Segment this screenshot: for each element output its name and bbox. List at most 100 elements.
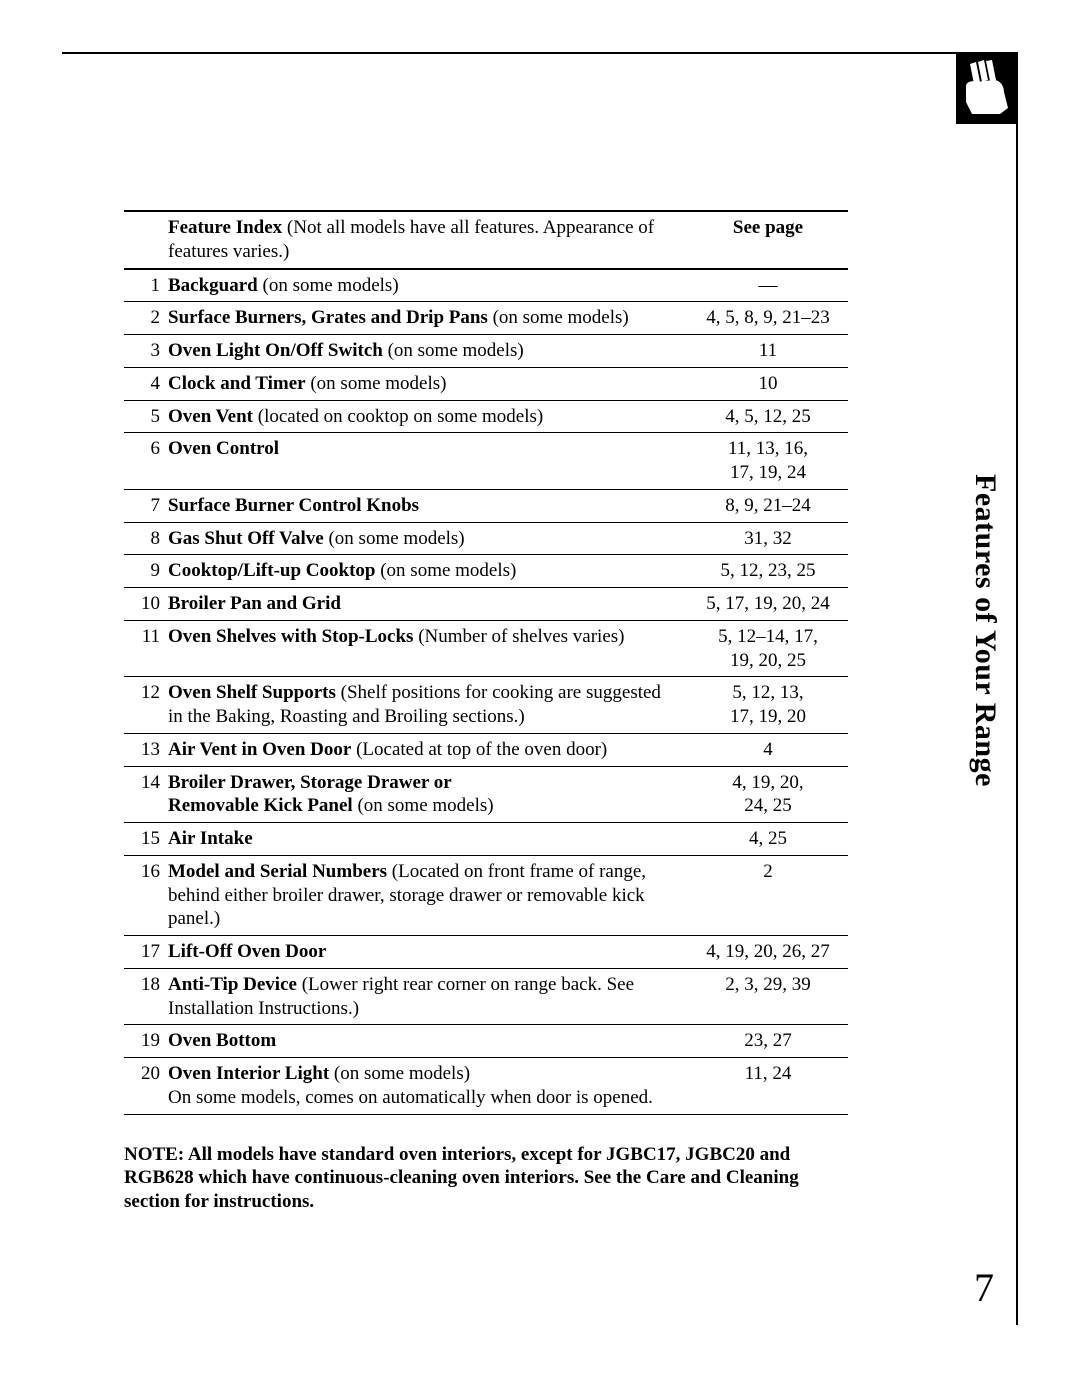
- row-feature: Broiler Pan and Grid: [168, 588, 688, 621]
- row-feature: Lift-Off Oven Door: [168, 936, 688, 969]
- row-feature: Oven Interior Light (on some models)On s…: [168, 1058, 688, 1115]
- table-row: 19Oven Bottom23, 27: [124, 1025, 848, 1058]
- row-num: 17: [124, 936, 168, 969]
- table-header-row: Feature Index (Not all models have all f…: [124, 211, 848, 269]
- top-rule: [62, 52, 1018, 54]
- row-feature: Cooktop/Lift-up Cooktop (on some models): [168, 555, 688, 588]
- cleaning-hand-icon: [964, 60, 1010, 116]
- row-feature-bold: Oven Vent: [168, 406, 253, 427]
- row-num: 16: [124, 855, 168, 935]
- row-feature-bold: Surface Burner Control Knobs: [168, 495, 419, 516]
- row-feature-bold: Surface Burners, Grates and Drip Pans: [168, 307, 488, 328]
- row-num: 15: [124, 823, 168, 856]
- table-row: 15Air Intake 4, 25: [124, 823, 848, 856]
- row-num: 18: [124, 968, 168, 1025]
- row-num: 7: [124, 489, 168, 522]
- row-feature-bold: Clock and Timer: [168, 373, 306, 394]
- row-num: 2: [124, 302, 168, 335]
- row-feature-bold: Oven Control: [168, 438, 279, 459]
- table-row: 14Broiler Drawer, Storage Drawer orRemov…: [124, 766, 848, 823]
- row-feature: Oven Shelf Supports (Shelf positions for…: [168, 677, 688, 734]
- row-feature-bold: Oven Shelves with Stop-Locks: [168, 626, 413, 647]
- row-feature-rest: (on some models): [353, 795, 494, 816]
- table-row: 2Surface Burners, Grates and Drip Pans (…: [124, 302, 848, 335]
- row-pages: 5, 12, 13,17, 19, 20: [688, 677, 848, 734]
- row-feature-bold: Model and Serial Numbers: [168, 861, 387, 882]
- row-feature-rest: (on some models): [375, 560, 516, 581]
- section-title-vertical: Features of Your Range: [968, 474, 1002, 787]
- row-feature-rest: (Number of shelves varies): [413, 626, 624, 647]
- section-icon: [956, 52, 1018, 124]
- row-pages: 11, 13, 16,17, 19, 24: [688, 433, 848, 490]
- row-pages: 31, 32: [688, 522, 848, 555]
- row-pages: 2, 3, 29, 39: [688, 968, 848, 1025]
- row-feature-bold: Oven Interior Light: [168, 1063, 329, 1084]
- row-pages: 11: [688, 335, 848, 368]
- row-feature-bold: Broiler Drawer, Storage Drawer or: [168, 772, 452, 793]
- row-num: 11: [124, 620, 168, 677]
- row-pages: 4, 25: [688, 823, 848, 856]
- header-pages: See page: [688, 211, 848, 269]
- row-num: 13: [124, 733, 168, 766]
- row-pages: 4: [688, 733, 848, 766]
- table-row: 20Oven Interior Light (on some models)On…: [124, 1058, 848, 1115]
- row-feature: Anti-Tip Device (Lower right rear corner…: [168, 968, 688, 1025]
- row-feature-rest: (on some models): [488, 307, 629, 328]
- table-row: 10Broiler Pan and Grid5, 17, 19, 20, 24: [124, 588, 848, 621]
- row-num: 3: [124, 335, 168, 368]
- row-feature-bold: Removable Kick Panel: [168, 795, 353, 816]
- row-feature: Oven Shelves with Stop-Locks (Number of …: [168, 620, 688, 677]
- row-feature: Backguard (on some models): [168, 269, 688, 302]
- row-feature-rest: (located on cooktop on some models): [253, 406, 543, 427]
- row-num: 4: [124, 367, 168, 400]
- row-feature-rest: On some models, comes on automatically w…: [168, 1087, 653, 1108]
- row-pages: 5, 12–14, 17,19, 20, 25: [688, 620, 848, 677]
- table-row: 17Lift-Off Oven Door 4, 19, 20, 26, 27: [124, 936, 848, 969]
- table-row: 1Backguard (on some models)—: [124, 269, 848, 302]
- row-feature: Broiler Drawer, Storage Drawer orRemovab…: [168, 766, 688, 823]
- table-row: 4Clock and Timer (on some models)10: [124, 367, 848, 400]
- feature-index-table: Feature Index (Not all models have all f…: [124, 210, 848, 1115]
- table-row: 12Oven Shelf Supports (Shelf positions f…: [124, 677, 848, 734]
- row-feature-bold: Oven Bottom: [168, 1030, 276, 1051]
- row-pages: —: [688, 269, 848, 302]
- row-feature: Surface Burner Control Knobs: [168, 489, 688, 522]
- row-pages: 4, 19, 20, 26, 27: [688, 936, 848, 969]
- row-feature-bold: Backguard: [168, 275, 258, 296]
- row-num: 19: [124, 1025, 168, 1058]
- table-row: 13Air Vent in Oven Door (Located at top …: [124, 733, 848, 766]
- table-row: 9Cooktop/Lift-up Cooktop (on some models…: [124, 555, 848, 588]
- row-pages: 8, 9, 21–24: [688, 489, 848, 522]
- row-feature-bold: Oven Shelf Supports: [168, 682, 336, 703]
- table-row: 18Anti-Tip Device (Lower right rear corn…: [124, 968, 848, 1025]
- row-feature-bold: Cooktop/Lift-up Cooktop: [168, 560, 375, 581]
- row-feature-rest: (on some models): [306, 373, 447, 394]
- page-number: 7: [974, 1264, 994, 1311]
- row-pages: 5, 12, 23, 25: [688, 555, 848, 588]
- row-pages: 2: [688, 855, 848, 935]
- row-pages: 4, 19, 20,24, 25: [688, 766, 848, 823]
- row-num: 1: [124, 269, 168, 302]
- table-row: 3Oven Light On/Off Switch (on some model…: [124, 335, 848, 368]
- row-num: 12: [124, 677, 168, 734]
- table-row: 6Oven Control 11, 13, 16,17, 19, 24: [124, 433, 848, 490]
- row-num: 6: [124, 433, 168, 490]
- row-pages: 4, 5, 8, 9, 21–23: [688, 302, 848, 335]
- row-feature-rest: (on some models): [258, 275, 399, 296]
- header-feature: Feature Index (Not all models have all f…: [168, 211, 688, 269]
- right-rule: [1016, 52, 1018, 1325]
- row-feature-bold: Anti-Tip Device: [168, 974, 297, 995]
- row-feature-rest: (on some models): [383, 340, 524, 361]
- header-feature-bold: Feature Index: [168, 217, 282, 238]
- row-feature: Surface Burners, Grates and Drip Pans (o…: [168, 302, 688, 335]
- row-feature: Model and Serial Numbers (Located on fro…: [168, 855, 688, 935]
- row-feature: Gas Shut Off Valve (on some models): [168, 522, 688, 555]
- row-feature-bold: Lift-Off Oven Door: [168, 941, 326, 962]
- row-feature-bold: Air Intake: [168, 828, 253, 849]
- row-feature: Oven Vent (located on cooktop on some mo…: [168, 400, 688, 433]
- table-row: 8Gas Shut Off Valve (on some models)31, …: [124, 522, 848, 555]
- header-num: [124, 211, 168, 269]
- row-feature: Clock and Timer (on some models): [168, 367, 688, 400]
- row-pages: 5, 17, 19, 20, 24: [688, 588, 848, 621]
- row-num: 14: [124, 766, 168, 823]
